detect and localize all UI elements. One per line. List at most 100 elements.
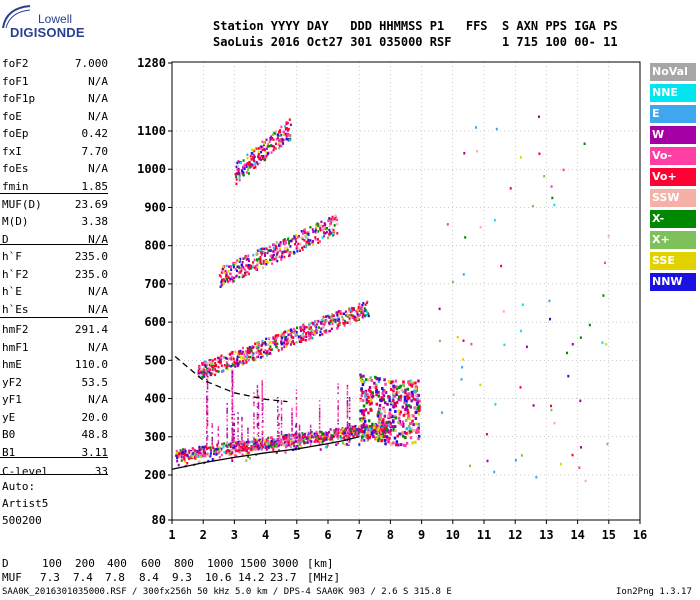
echo-point xyxy=(191,447,194,450)
echo-point xyxy=(333,429,336,432)
echo-point xyxy=(303,327,306,331)
echo-point xyxy=(231,395,234,397)
echo-point xyxy=(279,139,282,143)
echo-point xyxy=(384,431,387,435)
echo-point xyxy=(253,166,255,170)
echo-point xyxy=(280,341,283,344)
echo-point xyxy=(240,171,243,175)
echo-point xyxy=(206,444,208,446)
echo-point xyxy=(407,392,411,396)
echo-point xyxy=(376,428,379,432)
echo-point xyxy=(261,397,263,399)
echo-point xyxy=(258,444,261,447)
echo-point xyxy=(316,433,319,437)
echo-point xyxy=(349,310,352,313)
echo-point xyxy=(358,426,360,430)
echo-point xyxy=(360,429,363,432)
echo-point xyxy=(341,427,344,430)
echo-point xyxy=(238,351,241,355)
echo-point xyxy=(298,234,300,238)
echo-point xyxy=(206,400,208,402)
echo-point xyxy=(294,329,297,332)
echo-point xyxy=(375,432,378,435)
echo-point xyxy=(346,415,349,417)
echo-point xyxy=(279,441,282,444)
logo-arc-icon xyxy=(2,5,31,29)
echo-point xyxy=(289,329,292,332)
param-value: 110.0 xyxy=(74,358,108,371)
echo-point xyxy=(382,418,385,422)
echo-point xyxy=(393,395,396,399)
echo-point xyxy=(209,455,212,458)
echo-point xyxy=(209,446,212,449)
echo-point xyxy=(295,333,297,336)
x-tick-label: 16 xyxy=(633,528,647,542)
echo-point xyxy=(236,172,239,175)
echo-point xyxy=(414,411,417,415)
echo-point xyxy=(206,447,209,450)
echo-point xyxy=(267,436,270,440)
echo-point xyxy=(261,426,263,428)
echo-point xyxy=(304,231,307,234)
echo-point xyxy=(237,438,239,440)
echo-point xyxy=(373,423,376,427)
echo-point xyxy=(284,125,287,128)
echo-point xyxy=(206,387,209,390)
echo-point xyxy=(277,444,279,446)
echo-point xyxy=(359,429,362,432)
echo-point xyxy=(402,413,406,417)
echo-point xyxy=(374,431,377,435)
echo-point xyxy=(375,386,378,390)
echo-point xyxy=(408,431,411,435)
echo-point xyxy=(403,443,406,447)
echo-point xyxy=(282,130,285,134)
echo-point xyxy=(588,323,591,327)
echo-point xyxy=(230,443,232,447)
echo-point xyxy=(280,138,283,141)
echo-point xyxy=(246,257,249,261)
echo-point xyxy=(204,453,207,456)
echo-point xyxy=(248,267,251,271)
echo-point xyxy=(287,341,289,345)
echo-point xyxy=(222,281,225,285)
echo-point xyxy=(211,362,214,365)
echo-point xyxy=(285,127,288,130)
echo-point xyxy=(197,453,200,456)
echo-point xyxy=(231,436,233,439)
echo-point xyxy=(280,441,283,444)
echo-point xyxy=(201,450,203,453)
echo-point xyxy=(316,323,319,326)
echo-point xyxy=(257,150,260,154)
echo-point xyxy=(303,442,306,445)
echo-point xyxy=(274,334,277,338)
echo-point xyxy=(240,448,243,452)
echo-point xyxy=(348,398,351,401)
echo-point xyxy=(298,427,301,430)
echo-point xyxy=(231,276,234,279)
echo-point xyxy=(223,450,226,454)
echo-point xyxy=(321,433,324,436)
echo-point xyxy=(298,435,301,437)
echo-point xyxy=(241,440,244,443)
param-row-fof2: foF2 7.000 xyxy=(2,57,108,73)
echo-point xyxy=(260,348,263,351)
echo-point xyxy=(402,424,405,428)
echo-point xyxy=(255,253,258,256)
echo-point xyxy=(386,420,389,424)
echo-point xyxy=(207,453,210,457)
echo-point xyxy=(382,406,385,410)
echo-point xyxy=(285,344,288,348)
echo-point xyxy=(273,445,276,448)
echo-point xyxy=(320,431,323,434)
echo-point xyxy=(310,328,313,332)
echo-point xyxy=(370,433,373,437)
echo-point xyxy=(262,262,265,265)
echo-point xyxy=(334,432,337,435)
echo-point xyxy=(293,342,296,345)
echo-point xyxy=(237,435,239,437)
echo-point xyxy=(261,409,263,411)
echo-point xyxy=(242,266,245,269)
echo-point xyxy=(385,429,389,433)
y-tick-label: 1280 xyxy=(137,56,166,70)
echo-point xyxy=(304,339,307,342)
